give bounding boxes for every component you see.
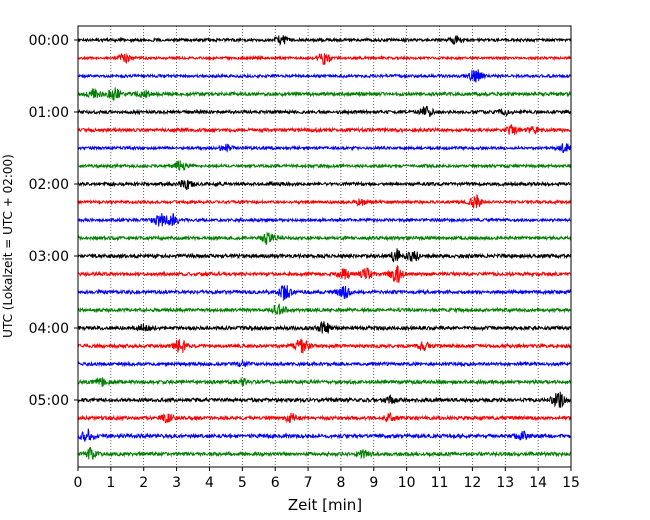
- x-tick-label-8: 8: [336, 475, 345, 491]
- y-tick-label-0200: 02:00: [29, 177, 69, 193]
- x-tick-label-7: 7: [304, 475, 313, 491]
- y-tick-label-0400: 04:00: [29, 321, 69, 337]
- trace-0115: [77, 123, 572, 136]
- y-tick-label-0100: 01:00: [29, 105, 69, 121]
- trace-0300: [77, 248, 572, 263]
- trace-0315: [77, 265, 572, 284]
- trace-0215: [77, 194, 572, 209]
- y-tick-label-0000: 00:00: [29, 33, 69, 49]
- trace-0045: [77, 87, 572, 101]
- y-axis-ticks: 00:00 01:00 02:00 03:00 04:00 05:00: [29, 33, 78, 409]
- x-tick-label-10: 10: [398, 475, 416, 491]
- x-tick-label-3: 3: [172, 475, 181, 491]
- traces: [77, 34, 572, 460]
- x-tick-label-15: 15: [562, 475, 580, 491]
- trace-0000: [77, 34, 572, 47]
- trace-0230: [77, 213, 572, 227]
- x-axis-ticks: 0 1 2 3 4 5 6 7 8 9 10 11 12 13 14 15: [74, 467, 580, 491]
- trace-0530: [77, 428, 572, 442]
- trace-0200: [77, 179, 572, 191]
- trace-0015: [77, 52, 572, 65]
- trace-0130: [77, 143, 572, 153]
- x-tick-label-1: 1: [106, 475, 115, 491]
- trace-0445: [77, 376, 572, 387]
- x-tick-label-11: 11: [431, 475, 449, 491]
- y-tick-label-0300: 03:00: [29, 249, 69, 265]
- x-tick-label-2: 2: [139, 475, 148, 491]
- x-tick-label-12: 12: [463, 475, 481, 491]
- trace-0330: [77, 285, 572, 302]
- x-tick-label-0: 0: [74, 475, 83, 491]
- trace-0100: [77, 105, 572, 118]
- y-tick-label-0500: 05:00: [29, 393, 69, 409]
- x-tick-label-9: 9: [369, 475, 378, 491]
- x-tick-label-4: 4: [205, 475, 214, 491]
- trace-0430: [77, 360, 572, 368]
- x-tick-label-13: 13: [496, 475, 514, 491]
- y-axis-label: UTC (Lokalzeit = UTC + 02:00): [1, 154, 15, 338]
- trace-0415: [77, 338, 572, 354]
- trace-0145: [77, 160, 572, 172]
- trace-0245: [77, 231, 572, 246]
- trace-0515: [77, 412, 572, 424]
- x-tick-label-14: 14: [529, 475, 547, 491]
- x-tick-label-5: 5: [238, 475, 247, 491]
- x-tick-label-6: 6: [271, 475, 280, 491]
- trace-0400: [77, 320, 572, 334]
- plot-frame: [77, 25, 572, 468]
- trace-0500: [77, 391, 572, 408]
- trace-0345: [77, 303, 572, 316]
- x-axis-label: Zeit [min]: [288, 496, 362, 514]
- trace-0030: [77, 69, 572, 83]
- trace-0545: [77, 447, 572, 460]
